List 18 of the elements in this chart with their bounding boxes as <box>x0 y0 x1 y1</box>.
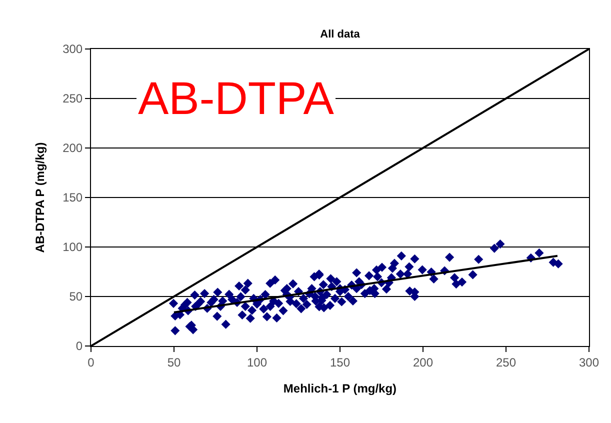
x-tick-label: 200 <box>412 355 434 370</box>
chart-title: All data <box>320 28 361 41</box>
y-tick-label: 0 <box>76 339 83 354</box>
annotation: AB-DTPA <box>138 72 334 124</box>
x-axis-title: Mehlich-1 P (mg/kg) <box>283 381 397 396</box>
x-tick-label: 250 <box>496 355 516 370</box>
y-tick-label: 50 <box>69 290 83 304</box>
x-tick-label: 0 <box>88 355 95 370</box>
x-tick-label: 100 <box>246 355 268 370</box>
y-tick-label: 100 <box>62 240 83 254</box>
x-tick-label: 300 <box>578 355 600 370</box>
y-tick-label: 150 <box>62 190 83 205</box>
x-tick-label: 50 <box>167 355 181 370</box>
y-tick-label: 250 <box>62 92 83 106</box>
y-axis-title: AB-DTPA P (mg/kg) <box>32 142 47 253</box>
y-tick-label: 200 <box>62 141 83 156</box>
x-tick-label: 150 <box>330 355 350 370</box>
y-tick-label: 300 <box>62 42 83 56</box>
